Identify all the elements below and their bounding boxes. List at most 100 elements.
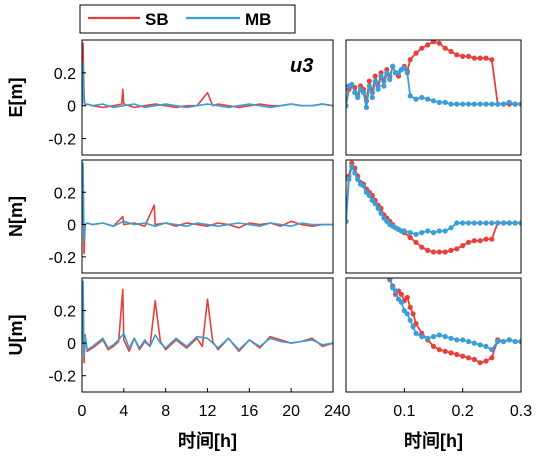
data-point-sb <box>471 55 477 61</box>
series-group <box>346 160 521 255</box>
data-point-sb <box>483 236 489 242</box>
data-point-sb <box>413 239 419 245</box>
data-point-mb <box>404 311 410 317</box>
data-point-mb <box>448 335 454 341</box>
x-tick-label: 0.3 <box>510 403 532 420</box>
series-group <box>82 280 333 364</box>
axes-frame <box>345 277 522 393</box>
data-point-mb <box>419 230 425 236</box>
axes-frame <box>345 39 522 156</box>
panel-annotation: u3 <box>290 55 313 77</box>
data-point-mb <box>430 98 437 104</box>
data-point-mb <box>363 104 369 110</box>
series-line-sb <box>346 162 521 253</box>
series-line-mb <box>82 280 333 358</box>
data-point-mb <box>471 101 477 107</box>
x-tick-label: 0.1 <box>393 403 415 420</box>
data-point-mb <box>495 101 501 107</box>
data-point-sb <box>448 247 454 253</box>
data-point-mb <box>518 220 521 226</box>
data-point-sb <box>465 355 472 361</box>
data-point-mb <box>500 101 507 107</box>
series-line-mb <box>82 62 333 109</box>
data-point-mb <box>346 176 352 182</box>
data-point-mb <box>430 334 437 340</box>
data-point-sb <box>430 249 437 255</box>
data-point-sb <box>489 355 495 361</box>
x-tick-label: 24 <box>324 403 342 420</box>
data-point-sb <box>460 243 466 249</box>
data-point-mb <box>500 338 507 345</box>
panel-E-full: 0.2 0 -0.2 E[m] <box>6 39 334 156</box>
data-point-mb <box>448 225 454 231</box>
data-point-mb <box>384 70 390 76</box>
data-point-sb <box>436 40 442 46</box>
data-point-mb <box>346 218 349 224</box>
data-point-mb <box>442 99 448 105</box>
data-point-mb <box>454 220 460 226</box>
data-point-mb <box>419 94 425 101</box>
y-tick-label: -0.2 <box>48 369 76 386</box>
data-point-mb <box>483 220 489 226</box>
data-point-mb <box>436 332 442 338</box>
x-axis-label: 时间[h] <box>404 431 463 451</box>
data-point-mb <box>425 335 431 341</box>
data-point-sb <box>407 234 413 241</box>
data-point-mb <box>407 317 413 323</box>
data-point-mb <box>404 70 410 76</box>
data-point-mb <box>366 192 372 199</box>
x-tick-label: 4 <box>119 403 128 420</box>
series-line-sb <box>82 175 333 255</box>
y-tick-label: 0.2 <box>54 66 76 83</box>
x-tick-label: 0.2 <box>452 403 474 420</box>
panel-U-full: 0.20-0.20 4 8 12 16 20 24U[m]时间[h] <box>6 277 342 451</box>
x-tick-label: 16 <box>240 403 258 420</box>
data-point-sb <box>407 57 413 63</box>
data-point-sb <box>398 291 404 297</box>
data-point-mb <box>460 101 466 107</box>
data-point-mb <box>425 228 431 234</box>
x-tick-label: 20 <box>282 403 300 420</box>
y-tick-label: 0.2 <box>54 304 76 321</box>
data-point-mb <box>489 101 495 107</box>
data-point-mb <box>460 337 466 343</box>
y-tick-label: 0 <box>67 336 76 353</box>
data-point-mb <box>465 220 472 226</box>
data-point-sb <box>419 45 425 51</box>
series-line-sb <box>388 279 521 364</box>
axes-frame <box>81 39 334 156</box>
data-point-mb <box>419 334 425 340</box>
data-point-mb <box>387 278 393 281</box>
data-point-mb <box>477 220 483 226</box>
data-point-mb <box>381 83 387 89</box>
data-point-sb <box>483 55 489 61</box>
data-point-sb <box>454 246 460 252</box>
data-point-sb <box>448 350 454 356</box>
data-point-mb <box>465 338 472 345</box>
y-tick-label: 0.2 <box>54 185 76 202</box>
data-point-mb <box>483 343 489 349</box>
data-point-mb <box>512 338 518 345</box>
data-point-sb <box>366 78 372 84</box>
data-point-mb <box>436 228 442 234</box>
data-point-mb <box>352 90 358 96</box>
y-tick-label: 0 <box>67 218 76 235</box>
data-point-sb <box>483 358 489 364</box>
data-point-mb <box>436 99 442 105</box>
x-tick-label: 0 <box>78 403 87 420</box>
data-point-mb <box>471 340 477 346</box>
data-point-sb <box>436 347 442 353</box>
data-point-sb <box>454 52 460 58</box>
data-point-mb <box>460 220 466 226</box>
y-tick-label: -0.2 <box>48 132 76 149</box>
data-point-mb <box>506 337 512 343</box>
data-point-mb <box>407 230 413 236</box>
data-point-mb <box>375 205 381 211</box>
data-point-mb <box>512 101 518 107</box>
series-line-mb <box>82 162 333 242</box>
data-point-mb <box>390 63 396 69</box>
data-point-sb <box>407 304 413 310</box>
data-point-sb <box>448 48 454 55</box>
data-point-mb <box>372 78 378 84</box>
